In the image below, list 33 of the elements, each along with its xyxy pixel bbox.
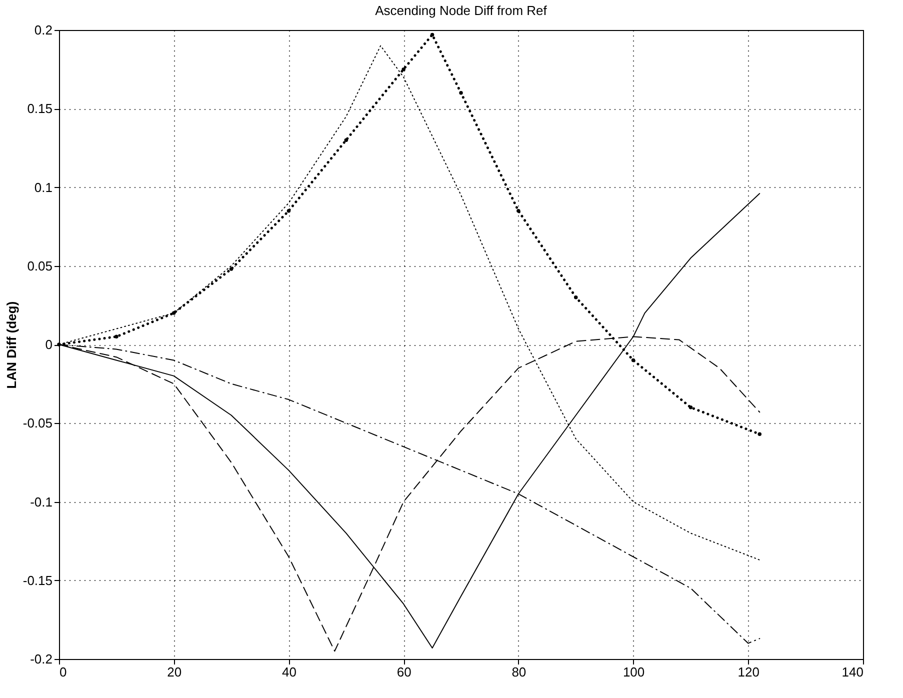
y-tick-label: 0.1	[34, 180, 52, 195]
y-tick-label: -0.1	[30, 494, 52, 510]
x-tick-label: 20	[167, 664, 182, 680]
point	[688, 406, 693, 410]
y-tick-label: 0.15	[27, 101, 52, 116]
point	[172, 311, 176, 315]
point	[114, 334, 118, 339]
y-tick-label: -0.2	[30, 652, 52, 666]
point	[57, 342, 61, 346]
y-tick-label: -0.15	[22, 572, 52, 588]
y-tick-label: -0.05	[22, 416, 52, 431]
x-tick-label: 60	[396, 664, 412, 680]
point	[286, 208, 291, 213]
x-tick-label: 120	[738, 664, 760, 680]
point	[430, 32, 434, 37]
x-tick-label: 0	[60, 664, 67, 680]
point	[344, 138, 348, 142]
y-tick-label: 0.05	[27, 258, 52, 274]
y-axis-title: LAN Diff (deg)	[4, 301, 19, 389]
x-tick-label: 40	[282, 664, 296, 680]
x-tick-label: 140	[842, 664, 864, 680]
point	[229, 267, 234, 271]
x-tick-label: 80	[512, 664, 526, 680]
point	[631, 358, 636, 362]
point	[402, 67, 406, 72]
y-tick-label: 0.2	[34, 22, 52, 38]
y-tick-label: 0	[45, 337, 52, 352]
x-tick-label: 100	[622, 664, 645, 680]
point	[516, 208, 520, 213]
chart-title: Ascending Node Diff from Ref	[375, 3, 548, 18]
point	[758, 432, 762, 436]
point	[574, 295, 578, 300]
point	[459, 91, 463, 95]
